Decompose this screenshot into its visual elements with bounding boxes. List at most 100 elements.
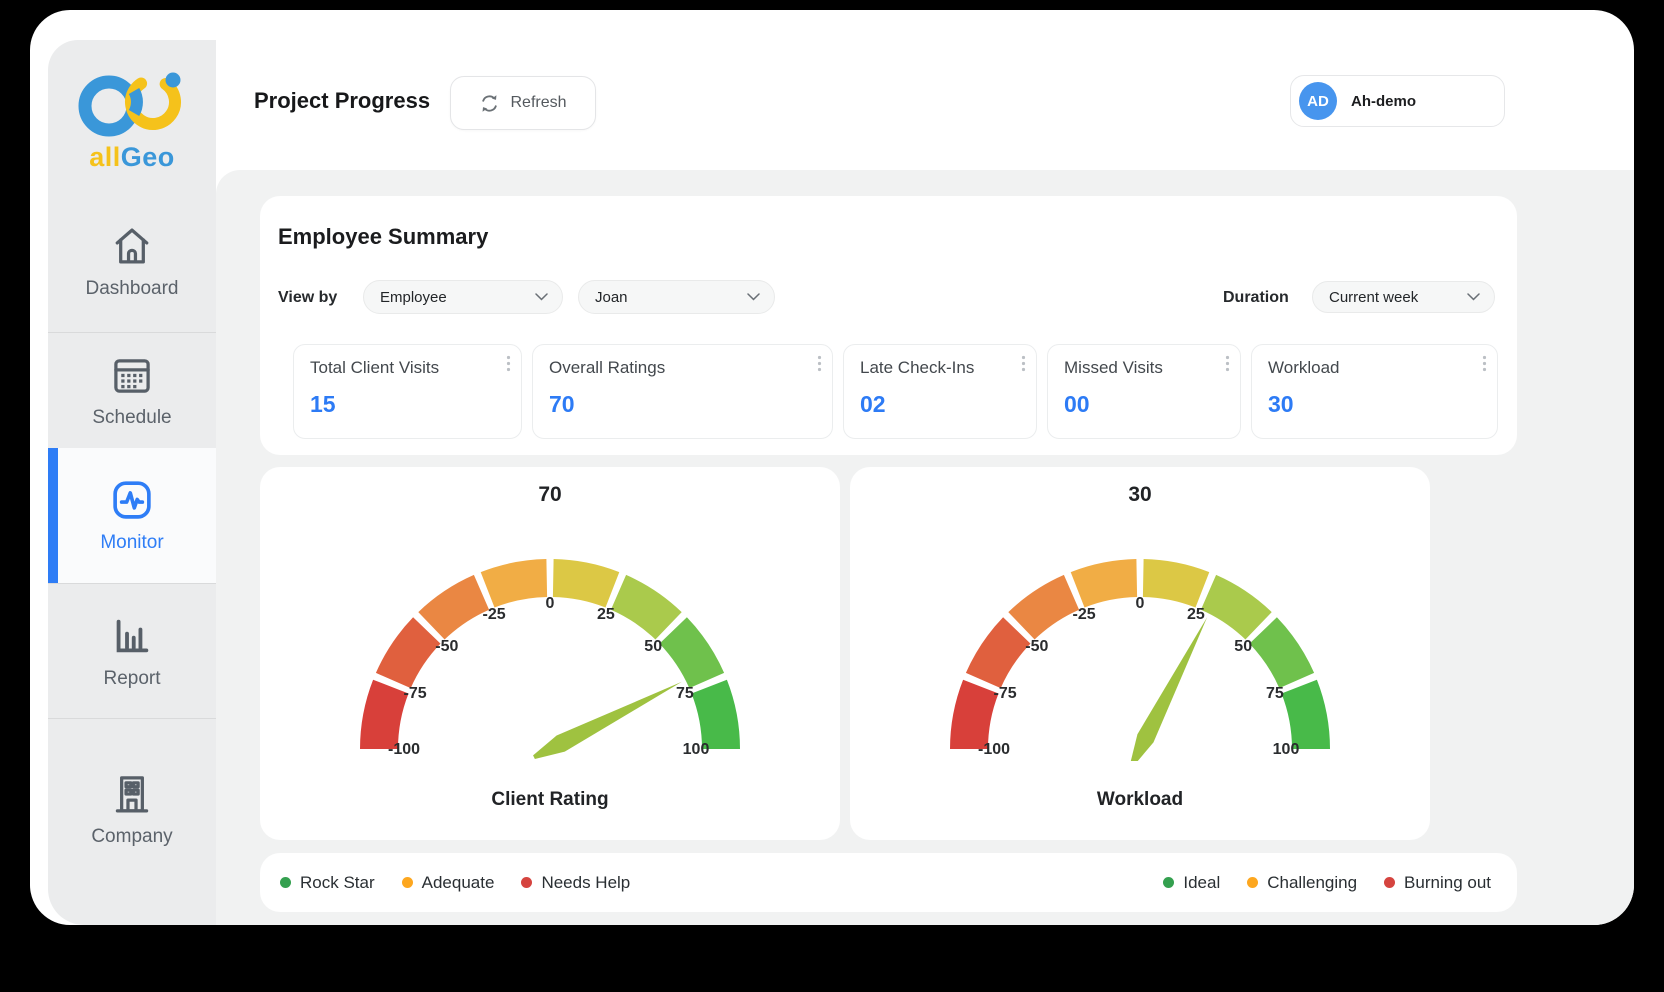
client-rating-gauge-card: 70 -100 -75 -50 -25 0 25 50 75 100 Client Rating xyxy=(260,467,840,840)
svg-text:0: 0 xyxy=(1136,595,1145,612)
legend-item: Burning out xyxy=(1384,873,1491,893)
stat-card-overall-ratings: Overall Ratings 70 xyxy=(532,344,833,439)
refresh-icon xyxy=(479,93,500,114)
refresh-label: Refresh xyxy=(510,94,567,111)
kebab-menu-icon[interactable] xyxy=(817,355,822,372)
gauge-title: Workload xyxy=(1096,789,1184,810)
sidebar-item-company[interactable]: Company xyxy=(48,719,216,899)
svg-text:-25: -25 xyxy=(483,606,506,623)
gauge-value: 30 xyxy=(1128,483,1152,506)
client-rating-legend: Rock Star Adequate Needs Help xyxy=(280,873,630,893)
sidebar-item-report[interactable]: Report xyxy=(48,584,216,718)
pulse-monitor-icon xyxy=(109,477,155,523)
svg-text:25: 25 xyxy=(597,606,615,623)
legend-label: Adequate xyxy=(421,872,495,892)
allgeo-logo-icon xyxy=(78,72,181,137)
legend-item: Needs Help xyxy=(521,873,630,893)
svg-text:-75: -75 xyxy=(994,685,1017,702)
chevron-down-icon xyxy=(747,293,760,301)
allgeo-logo: allGeo xyxy=(48,68,216,173)
legend-dot xyxy=(1163,877,1175,888)
legend-item: Ideal xyxy=(1163,873,1220,893)
avatar: AD xyxy=(1299,82,1337,120)
employee-summary-card: Employee Summary View by Employee Joan D… xyxy=(260,196,1517,455)
svg-text:0: 0 xyxy=(546,595,555,612)
stat-value: 15 xyxy=(310,391,336,417)
home-icon xyxy=(109,223,155,269)
legend-dot xyxy=(1384,877,1396,888)
page-title: Project Progress xyxy=(254,88,431,113)
svg-text:25: 25 xyxy=(1187,606,1205,623)
stat-label: Late Check-Ins xyxy=(860,358,975,377)
svg-text:100: 100 xyxy=(683,741,710,758)
kebab-menu-icon[interactable] xyxy=(1225,355,1230,372)
sidebar-divider xyxy=(48,718,216,719)
workload-gauge-chart: -100 -75 -50 -25 0 25 50 75 100 xyxy=(950,559,1330,761)
kebab-menu-icon[interactable] xyxy=(1021,355,1026,372)
sidebar-item-dashboard[interactable]: Dashboard xyxy=(48,190,216,332)
duration-label: Duration xyxy=(1223,289,1289,306)
employee-summary-title: Employee Summary xyxy=(278,224,489,249)
legend-bar: Rock Star Adequate Needs Help Ideal Chal… xyxy=(260,853,1517,912)
svg-text:75: 75 xyxy=(676,685,694,702)
svg-text:-100: -100 xyxy=(978,741,1010,758)
stat-label: Missed Visits xyxy=(1064,358,1163,377)
stat-value: 02 xyxy=(860,391,886,417)
legend-label: Needs Help xyxy=(541,872,631,892)
stat-value: 00 xyxy=(1064,391,1090,417)
sidebar-item-label: Company xyxy=(91,825,173,847)
app-window: allGeo Dashboard xyxy=(30,10,1634,925)
sidebar-divider xyxy=(48,583,216,584)
gauge-value: 70 xyxy=(538,483,562,506)
sidebar: allGeo Dashboard xyxy=(48,40,216,925)
user-menu[interactable]: AD Ah-demo xyxy=(1290,75,1505,127)
refresh-button[interactable]: Refresh xyxy=(450,76,596,130)
svg-text:75: 75 xyxy=(1266,685,1284,702)
stat-label: Total Client Visits xyxy=(310,358,440,377)
legend-dot xyxy=(280,877,291,888)
legend-dot xyxy=(401,877,413,888)
svg-text:-25: -25 xyxy=(1073,606,1096,623)
employee-value: Joan xyxy=(595,288,628,306)
stat-value: 30 xyxy=(1268,391,1294,417)
allgeo-logo-text: allGeo xyxy=(89,142,175,172)
legend-label: Challenging xyxy=(1267,872,1358,892)
svg-text:100: 100 xyxy=(1273,741,1300,758)
view-by-select[interactable]: Employee xyxy=(363,280,563,314)
legend-label: Burning out xyxy=(1404,872,1491,892)
user-name: Ah-demo xyxy=(1351,92,1416,110)
sidebar-item-monitor[interactable]: Monitor xyxy=(48,448,216,583)
view-by-value: Employee xyxy=(380,288,447,306)
duration-value: Current week xyxy=(1329,288,1419,306)
gauge-title: Client Rating xyxy=(491,789,609,810)
kebab-menu-icon[interactable] xyxy=(1482,355,1487,372)
sidebar-item-schedule[interactable]: Schedule xyxy=(48,333,216,448)
stat-label: Overall Ratings xyxy=(549,358,666,377)
stat-value: 70 xyxy=(549,391,575,417)
calendar-icon xyxy=(109,352,155,398)
bar-chart-icon xyxy=(109,613,155,659)
duration-select[interactable]: Current week xyxy=(1312,281,1495,313)
view-by-label: View by xyxy=(278,289,338,306)
stat-card-late-check-ins: Late Check-Ins 02 xyxy=(843,344,1037,439)
legend-item: Challenging xyxy=(1247,873,1357,893)
employee-select[interactable]: Joan xyxy=(578,280,775,314)
sidebar-item-label: Schedule xyxy=(92,407,172,428)
workload-legend: Ideal Challenging Burning out xyxy=(1163,873,1491,893)
legend-label: Ideal xyxy=(1183,872,1221,892)
legend-label: Rock Star xyxy=(300,872,375,892)
stat-card-total-client-visits: Total Client Visits 15 xyxy=(293,344,522,439)
sidebar-divider xyxy=(48,332,216,333)
legend-dot xyxy=(1247,877,1259,888)
stat-card-workload: Workload 30 xyxy=(1251,344,1498,439)
legend-item: Adequate xyxy=(401,872,495,893)
svg-text:-50: -50 xyxy=(435,638,458,655)
svg-text:50: 50 xyxy=(1234,638,1252,655)
svg-text:-50: -50 xyxy=(1025,638,1048,655)
workload-gauge-card: 30 -100 -75 -50 -25 0 25 50 75 100 Workload xyxy=(850,467,1430,840)
kebab-menu-icon[interactable] xyxy=(506,355,511,372)
sidebar-item-label: Monitor xyxy=(100,532,164,553)
chevron-down-icon xyxy=(1467,293,1480,301)
legend-item: Rock Star xyxy=(280,873,375,893)
